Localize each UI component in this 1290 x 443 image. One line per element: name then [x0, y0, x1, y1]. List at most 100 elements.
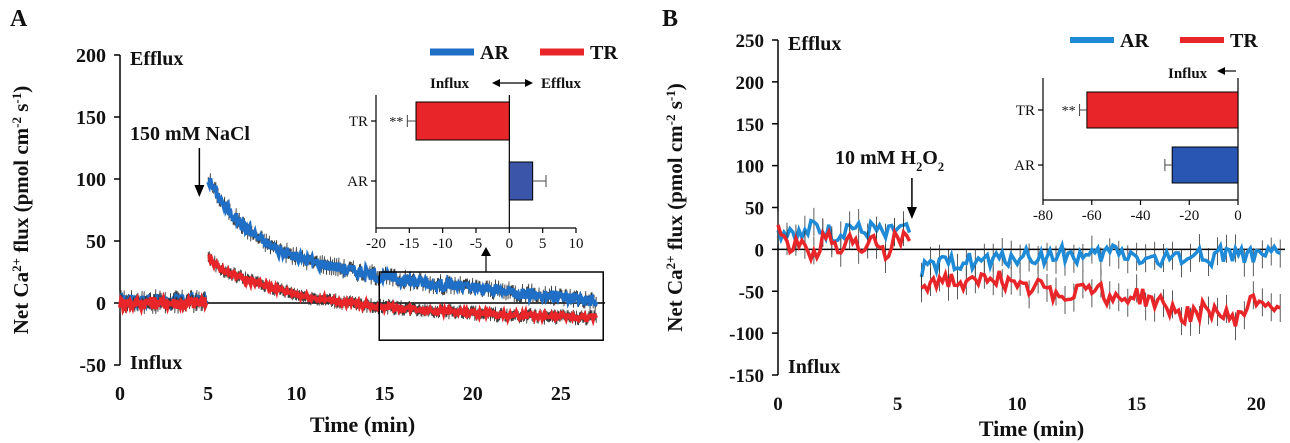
series-ar-line [919, 239, 1282, 279]
y-tick-label: 200 [76, 45, 106, 67]
y-axis-label-part: -1 [663, 90, 678, 101]
y-axis-label-part: Net Ca [663, 269, 687, 332]
panel-label: A [10, 6, 28, 32]
series-ar-line [206, 177, 599, 309]
y-axis-label-part: -1 [9, 93, 24, 104]
inset-arrow-left [1217, 67, 1225, 75]
inset-direction-influx: Influx [430, 76, 470, 92]
annotation-arrow-head [906, 207, 917, 219]
inset-b: Influx -80 -60 -40 -20 0 TR ** AR [1014, 66, 1242, 224]
treatment-annotation-part: 2 [938, 160, 944, 174]
efflux-label: Efflux [130, 48, 183, 70]
x-tick-label: 20 [1247, 394, 1266, 415]
annotation-arrow-head [194, 185, 205, 197]
inset-x-tick-label: -15 [399, 236, 419, 252]
treatment-annotation-part: O [922, 147, 938, 169]
inset-category-label: TR [349, 114, 368, 130]
inset-x-tick-label: 5 [539, 236, 547, 252]
y-axis-label-part: s [663, 101, 687, 114]
x-tick-label: 10 [286, 383, 306, 405]
legend-label-tr: TR [590, 42, 618, 64]
efflux-label: Efflux [788, 33, 841, 55]
x-tick-label: 15 [375, 383, 395, 405]
y-tick-label: 250 [736, 31, 765, 52]
y-axis-label-part: -2 [9, 117, 24, 128]
y-tick-label: 200 [736, 73, 765, 94]
y-axis-label-part: Net Ca [9, 271, 33, 334]
y-tick-label: -150 [729, 366, 764, 387]
y-tick-label: 50 [745, 199, 764, 220]
influx-label: Influx [788, 356, 840, 378]
x-axis-label: Time (min) [979, 416, 1084, 441]
inset-x-tick-label: -20 [366, 236, 386, 252]
inset-significance: ** [389, 115, 403, 130]
inset-direction-influx: Influx [1168, 66, 1208, 82]
zoom-box [378, 271, 604, 341]
x-tick-label: 0 [773, 394, 783, 415]
inset-x-tick-label: 0 [506, 236, 514, 252]
inset-arrow-left [492, 79, 500, 87]
y-axis-label-part: flux (pmol cm [9, 127, 33, 258]
treatment-annotation-part: 10 mM H [835, 147, 917, 169]
y-axis-label-part: s [9, 104, 33, 117]
y-axis-label-part: ) [9, 86, 33, 93]
y-tick-label: 150 [736, 115, 765, 136]
treatment-annotation-part: 2 [916, 160, 922, 174]
y-axis-label-part: flux (pmol cm [663, 125, 687, 256]
x-tick-label: 25 [551, 383, 571, 405]
y-tick-label: 0 [755, 240, 765, 261]
inset-significance: ** [1062, 104, 1076, 119]
legend-label-ar: AR [1120, 30, 1149, 52]
inset-direction-efflux: Efflux [541, 76, 582, 92]
x-tick-label: 0 [115, 383, 125, 405]
inset-category-label: AR [1014, 158, 1035, 174]
inset-bar-tr [1086, 91, 1239, 129]
y-axis-label-part: -2 [663, 115, 678, 126]
treatment-annotation: 10 mM H2O2 [835, 147, 944, 174]
treatment-annotation: 150 mM NaCl [130, 123, 250, 145]
inset-x-tick-label: -60 [1082, 208, 1102, 224]
y-tick-label: 50 [86, 231, 106, 253]
legend-label-ar: AR [480, 42, 509, 64]
y-axis-label-part: 2+ [9, 258, 24, 272]
y-tick-label: 100 [76, 169, 106, 191]
y-axis-label: Net Ca2+ flux (pmol cm-2 s-1) [9, 86, 34, 335]
x-tick-label: 20 [463, 383, 483, 405]
x-tick-label: 10 [1008, 394, 1027, 415]
y-tick-label: 0 [96, 293, 106, 315]
x-tick-label: 5 [203, 383, 213, 405]
y-axis-label-part: ) [663, 83, 687, 90]
inset-a: Influx Efflux -20 -15 -10 -5 0 5 10 TR ** AR [347, 76, 583, 252]
inset-x-tick-label: 0 [1234, 208, 1242, 224]
inset-arrow-right [525, 79, 533, 87]
inset-x-tick-label: -40 [1131, 208, 1151, 224]
y-axis-label: Net Ca2+ flux (pmol cm-2 s-1) [663, 83, 688, 332]
inset-x-tick-label: -20 [1179, 208, 1199, 224]
x-axis-label: Time (min) [310, 412, 415, 437]
panel-label: B [662, 6, 678, 32]
legend-label-tr: TR [1230, 30, 1258, 52]
x-tick-label: 15 [1127, 394, 1146, 415]
series-tr-line [920, 268, 1281, 327]
inset-x-tick-label: 10 [569, 236, 584, 252]
y-tick-label: -50 [739, 282, 764, 303]
inset-x-tick-label: -10 [433, 236, 453, 252]
error-bars [921, 260, 1281, 341]
inset-x-tick-label: -5 [470, 236, 483, 252]
y-tick-label: -50 [79, 355, 106, 377]
series-tr-line [776, 224, 912, 265]
y-tick-label: 150 [76, 107, 106, 129]
series-ar-line [776, 218, 912, 249]
inset-category-label: TR [1016, 103, 1035, 119]
y-axis-label-part: 2+ [663, 255, 678, 269]
inset-bar-ar [508, 161, 534, 201]
influx-label: Influx [130, 352, 182, 374]
series-tr-line [207, 253, 599, 327]
y-tick-label: 100 [736, 157, 765, 178]
zoom-arrow-head [481, 247, 491, 256]
inset-bar-tr [415, 101, 510, 141]
inset-bar-ar [1171, 146, 1239, 184]
